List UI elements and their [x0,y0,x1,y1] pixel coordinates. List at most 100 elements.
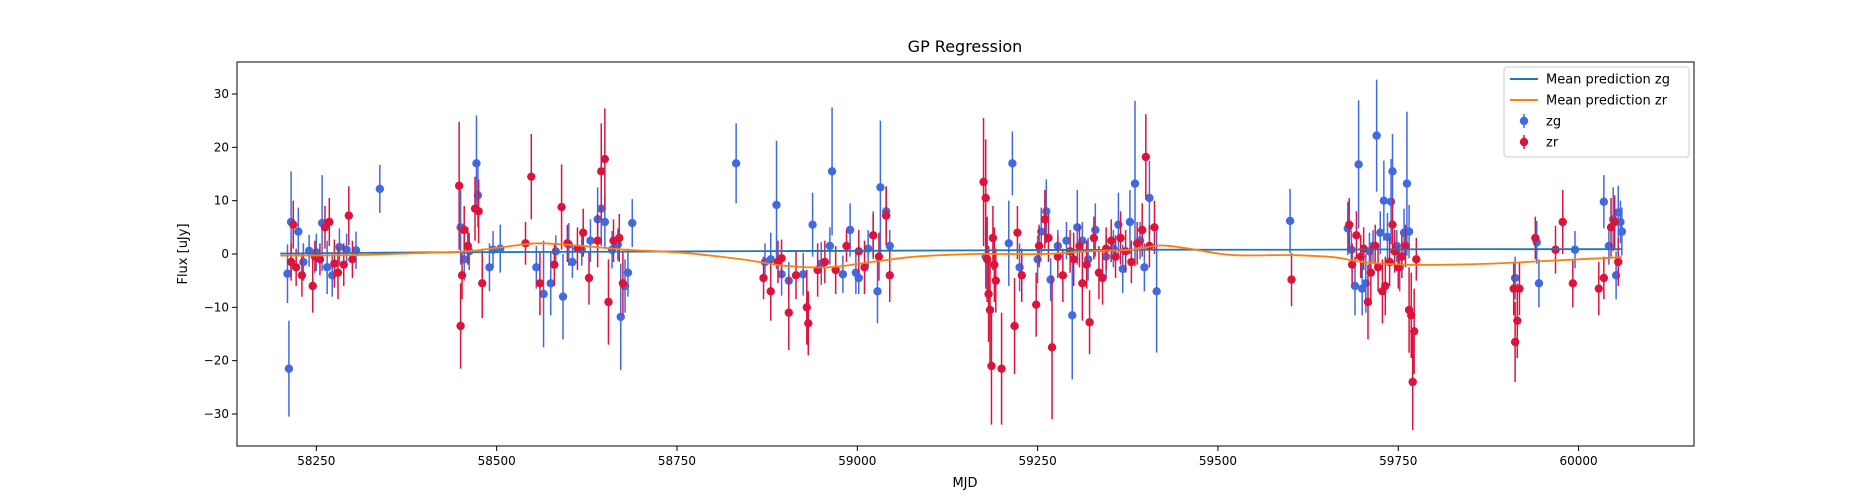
zg-point-95 [1372,131,1381,140]
y-axis-label: Flux [uJy] [176,223,191,284]
x-tick-label-59250: 59250 [1019,454,1057,468]
zr-point-17 [460,225,469,235]
chart-title: GP Regression [908,37,1023,56]
zr-point-24 [535,279,545,288]
mean-prediction-zr-line [280,242,1622,269]
zg-point-58 [876,183,885,192]
zr-point-123 [1531,233,1540,243]
zg-point-10 [335,242,344,252]
zg-point-24 [546,279,555,288]
zg-point-54 [854,273,863,283]
legend-label-mean-prediction-zr: Mean prediction zr [1546,94,1668,109]
zr-point-100 [1356,252,1365,261]
zg-point-86 [1285,216,1295,226]
zr-point-42 [784,308,793,317]
zr-point-130 [1610,217,1619,227]
zr-point-117 [1409,327,1419,336]
zr-point-90 [1127,257,1136,267]
zr-point-88 [1116,233,1125,243]
zg-point-65 [1033,255,1042,264]
zg-point-97 [1379,196,1389,205]
zr-point-2 [291,263,301,272]
zr-point-105 [1373,263,1383,272]
zg-point-17 [472,159,481,168]
zr-point-13 [348,255,357,264]
zr-point-31 [593,236,602,245]
zg-point-113 [1611,271,1621,280]
zr-point-93 [1141,152,1151,162]
zg-point-100 [1388,167,1397,176]
zr-point-79 [1078,279,1087,288]
zr-point-57 [981,193,990,203]
zr-point-34 [604,297,613,307]
zr-point-56 [979,177,988,187]
zr-point-53 [874,252,884,261]
zr-point-14 [454,181,464,190]
zr-point-96 [1287,275,1296,284]
x-tick-label-59500: 59500 [1199,454,1237,468]
legend-label-zr: zr [1546,136,1559,151]
zg-point-116 [1617,227,1627,236]
y-tick-label--20: −20 [204,354,229,368]
zg-point-63 [1008,159,1017,168]
zr-point-36 [615,233,624,243]
zr-point-23 [527,172,536,181]
zr-point-43 [791,271,801,280]
zr-point-18 [463,241,473,251]
zr-point-49 [842,241,851,251]
zr-point-120 [1510,337,1520,347]
zg-point-0 [283,269,292,278]
zg-point-99 [1386,197,1396,206]
zg-point-75 [1091,225,1100,235]
zr-point-60 [985,305,995,315]
zg-point-70 [1062,236,1071,245]
zg-point-22 [532,263,541,272]
zr-point-95 [1150,223,1159,232]
x-tick-label-59000: 59000 [838,454,876,468]
zg-point-72 [1073,223,1082,232]
zg-point-52 [845,225,855,235]
zr-errorbar-series [286,108,1623,430]
zg-point-46 [799,270,808,279]
zr-point-122 [1515,284,1524,293]
zg-point-19 [485,263,494,272]
zr-point-51 [860,263,869,272]
zr-point-121 [1513,316,1522,325]
zg-point-110 [1599,197,1609,206]
zg-point-78 [1114,220,1123,229]
zr-point-29 [579,228,588,237]
zr-point-72 [1044,233,1053,243]
zr-point-33 [600,154,610,164]
zr-point-4 [308,281,317,291]
zr-point-25 [550,260,559,269]
zr-point-80 [1082,260,1091,269]
zr-point-69 [1031,300,1041,309]
zr-point-64 [991,276,1000,285]
zg-point-105 [1404,227,1414,236]
zr-point-1 [289,220,298,229]
zr-point-62 [988,233,998,243]
zr-point-89 [1121,247,1130,256]
zg-point-4 [299,257,308,267]
zr-point-126 [1568,279,1578,288]
zr-point-3 [297,271,307,280]
zg-point-108 [1534,279,1544,288]
zr-point-107 [1381,281,1390,291]
zg-point-81 [1130,179,1140,188]
zr-point-6 [315,255,325,264]
zg-point-3 [294,227,303,236]
zr-point-38 [759,273,768,283]
zg-point-8 [322,263,332,272]
zg-point-57 [873,287,882,296]
zr-point-66 [1010,321,1019,331]
zr-point-81 [1085,318,1094,327]
zr-point-44 [802,303,812,312]
zr-point-12 [344,211,353,220]
zr-point-37 [618,279,628,288]
zg-point-62 [1004,239,1013,248]
zr-point-128 [1599,273,1609,283]
zg-point-13 [375,184,385,194]
x-tick-label-58250: 58250 [297,454,335,468]
zr-point-11 [339,260,348,269]
x-axis-label: MJD [952,476,977,491]
